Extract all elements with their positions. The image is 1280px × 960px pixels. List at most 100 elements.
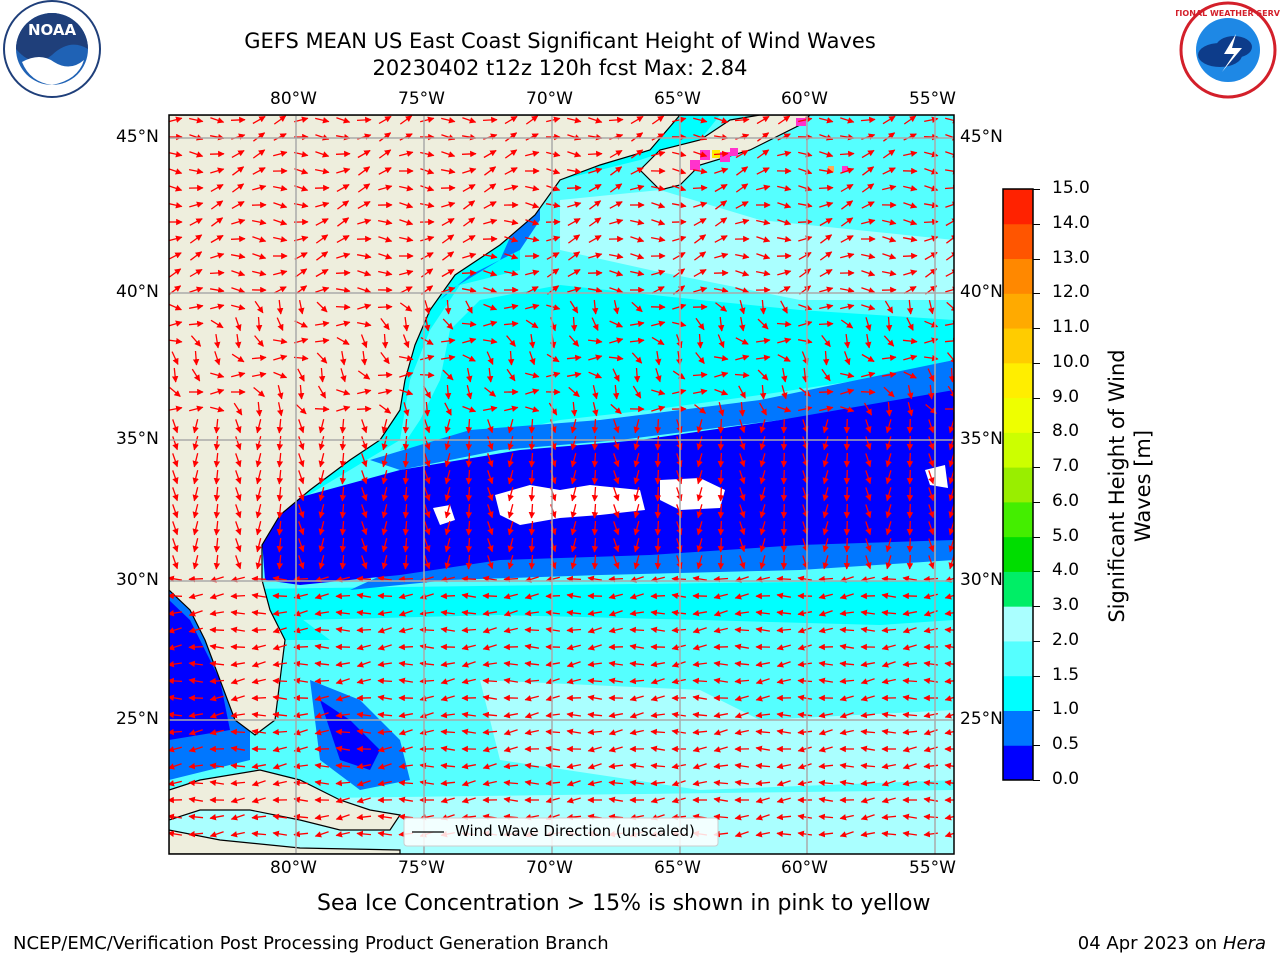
wave-direction-arrow: [928, 487, 935, 502]
wave-direction-arrow: [298, 453, 305, 468]
wave-direction-arrow: [907, 402, 914, 417]
lat-label: 25°N: [116, 709, 159, 729]
lat-label: 45°N: [960, 127, 1003, 147]
lat-label: 35°N: [960, 429, 1003, 449]
wave-direction-arrow: [612, 368, 620, 382]
wave-direction-arrow: [861, 201, 875, 209]
wave-direction-arrow: [298, 487, 305, 502]
host-name: Hera: [1222, 933, 1266, 954]
wave-direction-arrow: [528, 452, 536, 468]
wave-direction-arrow: [192, 436, 199, 451]
wave-direction-arrow: [252, 253, 267, 260]
wave-direction-arrow: [819, 251, 833, 261]
wave-direction-arrow: [843, 486, 851, 502]
wave-direction-arrow: [357, 303, 372, 310]
wave-direction-arrow: [273, 286, 287, 294]
wave-direction-arrow: [507, 419, 514, 434]
wave-direction-arrow: [213, 435, 221, 451]
wave-direction-arrow: [843, 334, 851, 349]
wave-direction-arrow: [756, 236, 771, 243]
wave-direction-arrow: [714, 117, 729, 124]
wave-direction-arrow: [946, 234, 954, 244]
wave-direction-arrow: [441, 201, 456, 208]
colorbar-tick-label: 5.0: [1052, 525, 1080, 546]
wave-direction-arrow: [230, 253, 246, 260]
wave-direction-arrow: [609, 320, 623, 328]
colorbar-tick-mark: [1033, 606, 1040, 608]
wave-direction-arrow: [507, 487, 514, 502]
wave-direction-arrow: [633, 470, 640, 485]
wave-direction-arrow: [253, 132, 266, 142]
wave-direction-arrow: [251, 694, 267, 702]
wave-direction-arrow: [314, 405, 330, 413]
wave-direction-arrow: [361, 419, 368, 434]
colorbar-tick-label: 11.0: [1052, 317, 1090, 338]
wave-direction-arrow: [945, 151, 954, 158]
wave-direction-arrow: [570, 316, 578, 332]
wave-direction-arrow: [462, 405, 477, 413]
wave-direction-arrow: [360, 351, 368, 366]
colorbar-tick-label: 0.0: [1052, 769, 1080, 789]
wave-direction-arrow: [441, 234, 455, 244]
wave-direction-arrow: [336, 337, 350, 345]
wave-direction-arrow: [231, 353, 245, 363]
wave-direction-arrow: [398, 643, 414, 651]
wave-direction-arrow: [735, 287, 750, 294]
wave-direction-arrow: [944, 320, 954, 327]
wave-direction-arrow: [945, 117, 954, 124]
wave-direction-arrow: [189, 117, 204, 124]
wave-direction-arrow: [609, 270, 624, 277]
wave-direction-arrow: [169, 677, 183, 685]
wave-direction-arrow: [231, 287, 246, 294]
wave-direction-arrow: [693, 269, 707, 277]
wave-direction-arrow: [587, 287, 603, 294]
wave-direction-arrow: [902, 252, 918, 260]
wave-direction-arrow: [504, 167, 518, 175]
wave-direction-arrow: [588, 252, 603, 259]
wave-direction-arrow: [570, 504, 577, 519]
wave-direction-arrow: [444, 453, 451, 468]
wave-direction-arrow: [483, 287, 498, 294]
wave-direction-arrow: [840, 217, 854, 227]
wave-direction-arrow: [777, 406, 792, 413]
wave-direction-arrow: [169, 387, 181, 397]
wave-direction-arrow: [947, 385, 954, 399]
wave-direction-arrow: [273, 371, 288, 379]
wave-direction-arrow: [798, 405, 813, 412]
wave-direction-arrow: [651, 320, 666, 327]
wave-direction-arrow: [528, 503, 536, 519]
wave-direction-arrow: [882, 167, 896, 175]
wave-direction-arrow: [903, 185, 918, 192]
wave-direction-arrow: [441, 286, 456, 293]
wave-direction-arrow: [566, 371, 582, 378]
wave-direction-arrow: [255, 504, 262, 519]
wave-direction-arrow: [209, 626, 225, 634]
colorbar-segment: [1003, 710, 1033, 746]
wave-direction-arrow: [714, 252, 729, 259]
wave-direction-arrow: [631, 132, 644, 142]
wave-direction-arrow: [839, 150, 855, 158]
noaa-logo-text: NOAA: [28, 21, 77, 39]
wave-direction-arrow: [273, 150, 288, 157]
wave-direction-arrow: [339, 350, 347, 366]
wave-direction-arrow: [756, 115, 770, 125]
wave-direction-arrow: [524, 236, 540, 243]
wave-direction-arrow: [381, 487, 388, 502]
wave-direction-arrow: [882, 354, 897, 362]
wave-direction-arrow: [906, 520, 914, 536]
wave-direction-arrow: [759, 453, 766, 468]
wave-direction-arrow: [651, 286, 665, 294]
wave-direction-arrow: [570, 487, 577, 502]
wave-direction-arrow: [234, 334, 242, 349]
wave-direction-arrow: [865, 317, 872, 332]
wave-direction-arrow: [801, 367, 809, 383]
nodata-patch: [660, 478, 725, 510]
wave-direction-arrow: [210, 234, 224, 244]
lon-label: 65°W: [654, 858, 701, 878]
wave-direction-arrow: [928, 504, 935, 519]
wave-direction-arrow: [798, 252, 812, 260]
wave-direction-arrow: [546, 268, 560, 278]
wave-direction-arrow: [613, 504, 620, 519]
wave-direction-arrow: [525, 202, 540, 209]
wave-direction-arrow: [818, 167, 834, 175]
